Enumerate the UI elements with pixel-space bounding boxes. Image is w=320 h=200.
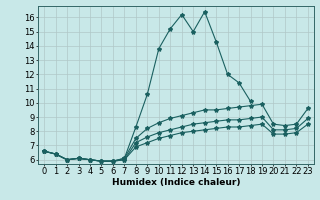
X-axis label: Humidex (Indice chaleur): Humidex (Indice chaleur): [112, 178, 240, 187]
